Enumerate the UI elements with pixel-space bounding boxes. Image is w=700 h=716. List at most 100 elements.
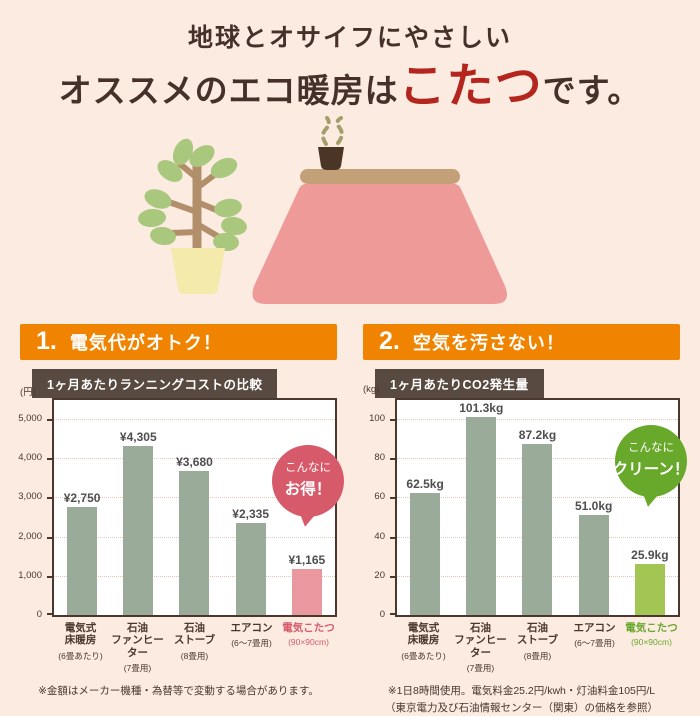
bar: 62.5kg: [406, 477, 444, 615]
y-tick-mark: [47, 612, 52, 615]
category-label-main: 電気こたつ: [282, 621, 335, 634]
bar-value-label: ¥2,750: [63, 491, 101, 506]
kotatsu-icon: [252, 115, 507, 304]
heading-line2: オススメのエコ暖房はこたつです。: [0, 61, 700, 114]
bar-value-label: 62.5kg: [406, 476, 444, 491]
bars-group: 62.5kg 101.3kg 87.2kg 51.0kg 25.9kg: [397, 400, 678, 615]
bar-value-label: 51.0kg: [574, 499, 613, 514]
kotatsu-tabletop: [300, 168, 460, 184]
otoku-badge: こんなに お得！: [272, 444, 344, 527]
section1-banner: 1. 電気代がオトク！: [20, 323, 337, 360]
section-running-cost: 1. 電気代がオトク！ 1ヶ月あたりランニングコストの比較 (円) 0 1,000…: [18, 323, 344, 716]
illustration-svg: [138, 115, 507, 304]
co2-chart-y-axis: 0 20 40 60 80 100: [361, 400, 389, 618]
bar: ¥2,335: [232, 507, 269, 615]
y-tick-mark: [390, 575, 395, 578]
heading-line2-prefix: オススメのエコ暖房は: [58, 74, 399, 110]
bar: 87.2kg: [519, 428, 556, 615]
heading-highlight-kotatsu: こたつ: [398, 61, 543, 113]
bar-slot: 87.2kg: [509, 428, 565, 615]
category-label-main: 電気式 床暖房: [64, 621, 97, 647]
y-tick-label: 80: [374, 452, 385, 464]
y-tick-label: 0: [379, 608, 385, 620]
y-tick-mark: [47, 497, 52, 500]
bar: 101.3kg: [459, 401, 503, 615]
bar: ¥4,305: [120, 430, 157, 615]
cost-chart-card: 1ヶ月あたりランニングコストの比較 (円) 0 1,000 2,000 3,000 4,…: [18, 368, 344, 675]
category-label-sub: (6畳あたり): [401, 650, 446, 661]
cost-chart-plot: ¥2,750 ¥4,305 ¥3,680 ¥2,335 ¥1,165: [47, 397, 337, 617]
chart-sections: 1. 電気代がオトク！ 1ヶ月あたりランニングコストの比較 (円) 0 1,000…: [0, 323, 700, 716]
y-tick-mark: [47, 536, 52, 539]
category-label: 電気式 床暖房 (6畳あたり): [52, 622, 109, 675]
bars-group: ¥2,750 ¥4,305 ¥3,680 ¥2,335 ¥1,165: [54, 400, 335, 615]
category-label: 石油 ストーブ (8畳用): [166, 622, 223, 675]
cost-chart: (円) 0 1,000 2,000 3,000 4,000 5,000 ¥2,750 ¥4,…: [18, 387, 344, 619]
bar-slot: ¥4,305: [110, 430, 166, 615]
plant-pot: [171, 247, 225, 294]
bar-value-label: 87.2kg: [518, 428, 557, 443]
co2-chart-card: 1ヶ月あたりCO2発生量 (kg) 0 20 40 60 80 100 62.5kg 101…: [361, 368, 689, 675]
category-label: エアコン (6〜7畳用): [223, 622, 280, 675]
y-tick-mark: [390, 458, 395, 461]
bar-value-label: ¥1,165: [288, 553, 326, 568]
co2-footnote-line2: （東京電力及び石油情報センター（関東）の価格を参照）: [385, 701, 658, 714]
category-label-sub: (8畳用): [523, 650, 552, 661]
y-tick-label: 20: [374, 569, 385, 581]
bar: 25.9kg: [631, 548, 669, 615]
category-label: エアコン (6〜7畳用): [566, 622, 623, 675]
cost-chart-x-labels: 電気式 床暖房 (6畳あたり) 石油 ファンヒーター (7畳用) 石油 ストーブ (8畳用) エア…: [52, 622, 337, 675]
cost-chart-title: 1ヶ月あたりランニングコストの比較: [32, 368, 278, 398]
kotatsu-blanket: [252, 183, 507, 304]
bar: ¥2,750: [64, 491, 100, 615]
category-label-main: 石油 ストーブ: [173, 621, 216, 647]
section2-banner: 2. 空気を汚さない！: [363, 323, 680, 360]
category-label-sub: (90×90cm): [288, 637, 329, 648]
y-tick-label: 100: [369, 413, 385, 425]
category-label-sub: (6畳あたり): [58, 650, 103, 661]
bar-slot: 101.3kg: [453, 401, 509, 615]
clean-badge: こんなに クリーン！: [613, 424, 689, 507]
category-label-main: 石油 ファンヒーター: [111, 621, 164, 659]
co2-chart-title: 1ヶ月あたりCO2発生量: [375, 368, 544, 398]
y-tick-label: 60: [374, 491, 385, 503]
illustration: [0, 115, 700, 314]
category-label: 電気式 床暖房 (6畳あたり): [395, 622, 452, 675]
y-tick-mark: [390, 497, 395, 500]
y-tick-label: 1,000: [18, 569, 42, 581]
bar-value-label: ¥2,335: [232, 507, 270, 522]
category-label-main: 電気こたつ: [625, 621, 678, 634]
heading-line2-suffix: です。: [542, 74, 642, 110]
y-tick-mark: [47, 575, 52, 578]
steam-icon: [321, 115, 344, 146]
potted-plant-icon: [138, 138, 247, 294]
teacup-icon: [318, 146, 344, 170]
category-label-sub: (6〜7畳用): [574, 638, 615, 649]
y-tick-label: 0: [36, 608, 42, 620]
section1-number: 1.: [36, 327, 57, 356]
y-tick-label: 5,000: [18, 413, 42, 425]
bar: 51.0kg: [575, 499, 612, 615]
heading-line1: 地球とオサイフにやさしい: [187, 25, 512, 52]
y-tick-label: 40: [374, 530, 385, 542]
y-tick-mark: [390, 536, 395, 539]
bar-slot: ¥3,680: [166, 455, 222, 615]
category-label-main: エアコン: [573, 621, 616, 634]
bar-slot: 62.5kg: [397, 477, 453, 615]
category-label-main: 石油 ファンヒーター: [454, 621, 507, 659]
section2-number: 2.: [379, 327, 400, 356]
section-co2: 2. 空気を汚さない！ 1ヶ月あたりCO2発生量 (kg) 0 20 40 60 80 1…: [361, 323, 689, 716]
bar-value-label: 101.3kg: [459, 400, 504, 415]
bar-slot: ¥1,165: [279, 553, 335, 615]
badge-text-line1: こんなに: [285, 462, 331, 475]
category-label: 電気こたつ (90×90cm): [280, 622, 337, 675]
co2-chart-x-labels: 電気式 床暖房 (6畳あたり) 石油 ファンヒーター (7畳用) 石油 ストーブ (8畳用) エア…: [395, 622, 680, 675]
category-label-sub: (6〜7畳用): [231, 638, 272, 649]
bar-slot: 51.0kg: [566, 499, 622, 615]
category-label: 石油 ファンヒーター (7畳用): [109, 622, 166, 675]
bar: ¥3,680: [176, 455, 213, 615]
y-tick-mark: [390, 419, 395, 422]
y-tick-mark: [47, 458, 52, 461]
co2-chart-y-unit: (kg): [363, 383, 380, 395]
gridline: [397, 419, 678, 421]
